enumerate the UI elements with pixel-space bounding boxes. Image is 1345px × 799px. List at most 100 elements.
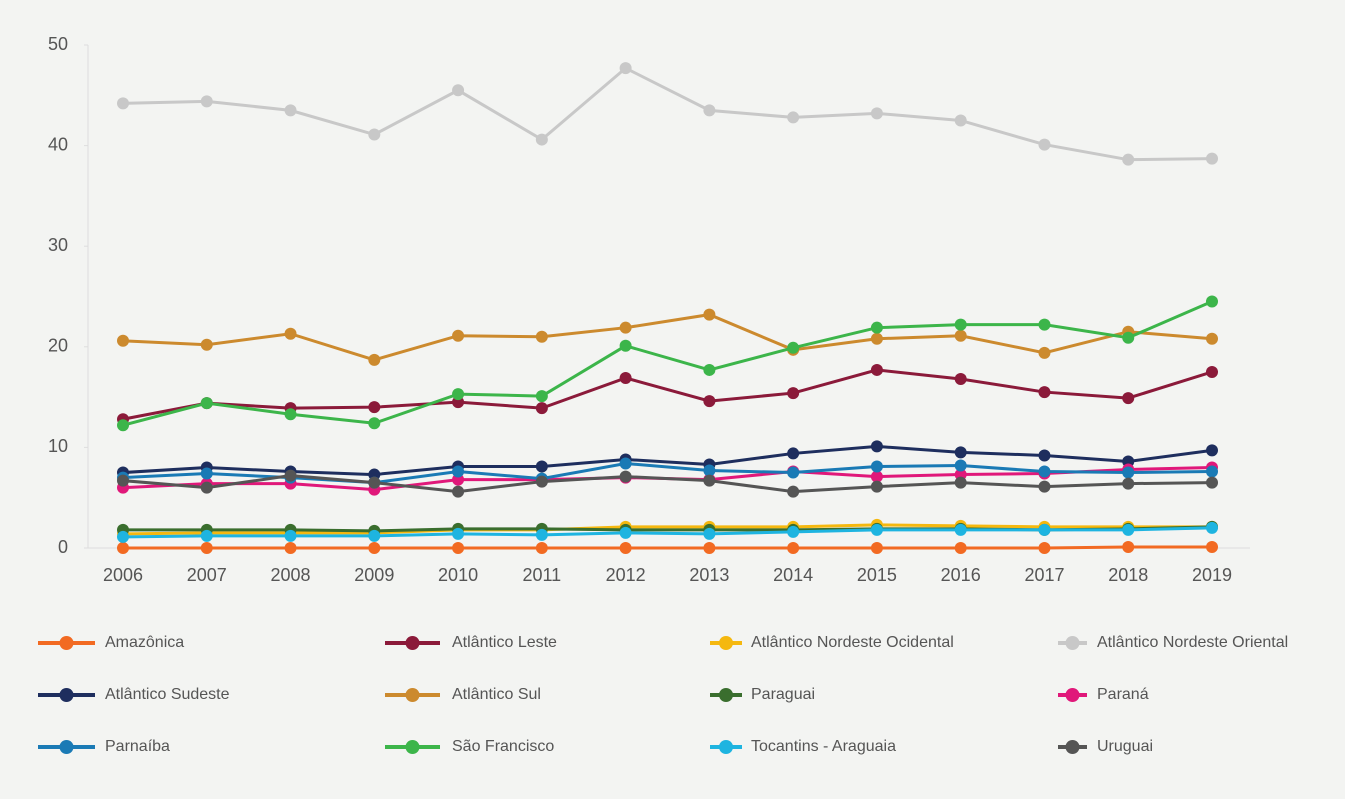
x-tick-label: 2018 <box>1108 565 1148 585</box>
data-point <box>1122 540 1135 553</box>
data-point <box>619 371 632 384</box>
x-tick-label: 2007 <box>187 565 227 585</box>
data-point <box>284 542 297 554</box>
data-point <box>954 372 967 385</box>
data-point <box>954 329 967 342</box>
data-point <box>200 542 213 554</box>
data-point <box>117 530 129 543</box>
data-point <box>703 542 716 554</box>
data-point <box>954 476 967 489</box>
x-tick-label: 2012 <box>606 565 646 585</box>
data-point <box>200 467 213 480</box>
legend-marker <box>1065 740 1080 754</box>
y-tick-label: 0 <box>58 537 68 557</box>
data-point <box>452 388 465 401</box>
legend-marker <box>1065 688 1080 702</box>
legend-label: Atlântico Leste <box>452 634 557 651</box>
data-point <box>954 523 967 536</box>
data-point <box>954 446 967 459</box>
legend-marker <box>59 740 74 754</box>
data-point <box>787 341 800 354</box>
legend-marker <box>719 740 733 754</box>
y-tick-label: 30 <box>48 235 68 255</box>
legend-marker <box>719 636 733 650</box>
data-point <box>619 321 632 334</box>
data-point <box>284 327 297 340</box>
data-point <box>200 481 213 494</box>
data-point <box>703 395 716 408</box>
data-point <box>787 466 800 479</box>
data-point <box>1038 480 1051 493</box>
data-point <box>1038 542 1051 554</box>
data-point <box>870 440 883 453</box>
data-point <box>117 474 129 487</box>
legend-marker <box>405 636 420 650</box>
data-point <box>535 330 548 343</box>
y-tick-label: 10 <box>48 436 68 456</box>
data-point <box>200 529 213 542</box>
data-point <box>117 419 129 432</box>
data-point <box>1206 465 1218 478</box>
series-line <box>122 313 1213 362</box>
data-point <box>535 475 548 488</box>
data-point <box>1206 152 1218 165</box>
legend-label: Atlântico Nordeste Ocidental <box>751 634 954 651</box>
data-point <box>452 329 465 342</box>
data-point <box>1038 386 1051 399</box>
data-point <box>1038 465 1051 478</box>
data-point <box>1122 331 1135 344</box>
data-point <box>1206 444 1218 457</box>
data-point <box>368 476 381 489</box>
data-point <box>535 542 548 554</box>
data-point <box>368 542 381 554</box>
y-tick-label: 50 <box>48 34 68 54</box>
data-point <box>703 464 716 477</box>
data-point <box>1122 523 1135 536</box>
series-line <box>122 461 1213 485</box>
data-point <box>368 417 381 430</box>
data-point <box>200 397 213 410</box>
data-point <box>535 460 548 473</box>
data-point <box>787 542 800 554</box>
data-point <box>1206 521 1218 534</box>
data-point <box>619 542 632 554</box>
legend-label: Parnaíba <box>105 738 170 755</box>
data-point <box>1038 346 1051 359</box>
data-point <box>703 104 716 117</box>
data-point <box>870 542 883 554</box>
data-point <box>368 529 381 542</box>
data-point <box>1038 318 1051 331</box>
series-line <box>122 444 1213 477</box>
data-point <box>870 523 883 536</box>
data-point <box>117 334 129 347</box>
data-point <box>787 387 800 400</box>
data-point <box>870 107 883 120</box>
data-point <box>870 470 883 483</box>
data-point <box>870 480 883 493</box>
data-point <box>535 133 548 146</box>
x-tick-label: 2016 <box>941 565 981 585</box>
data-point <box>1038 449 1051 462</box>
data-point <box>1206 540 1218 553</box>
data-point <box>452 527 465 540</box>
data-point <box>200 95 213 108</box>
data-point <box>1122 477 1135 490</box>
data-point <box>619 62 632 75</box>
series-line <box>122 300 1213 427</box>
data-point <box>1122 466 1135 479</box>
x-tick-label: 2013 <box>689 565 729 585</box>
data-point <box>703 527 716 540</box>
legend-marker <box>719 688 733 702</box>
data-point <box>703 474 716 487</box>
y-tick-label: 40 <box>48 134 68 154</box>
x-tick-label: 2017 <box>1024 565 1064 585</box>
series-line <box>123 545 1212 550</box>
x-tick-label: 2015 <box>857 565 897 585</box>
data-point <box>1122 153 1135 166</box>
data-point <box>619 457 632 470</box>
data-point <box>452 84 465 97</box>
legend-marker <box>405 740 420 754</box>
data-point <box>452 542 465 554</box>
legend-label: Paraná <box>1097 686 1149 703</box>
data-point <box>368 128 381 141</box>
